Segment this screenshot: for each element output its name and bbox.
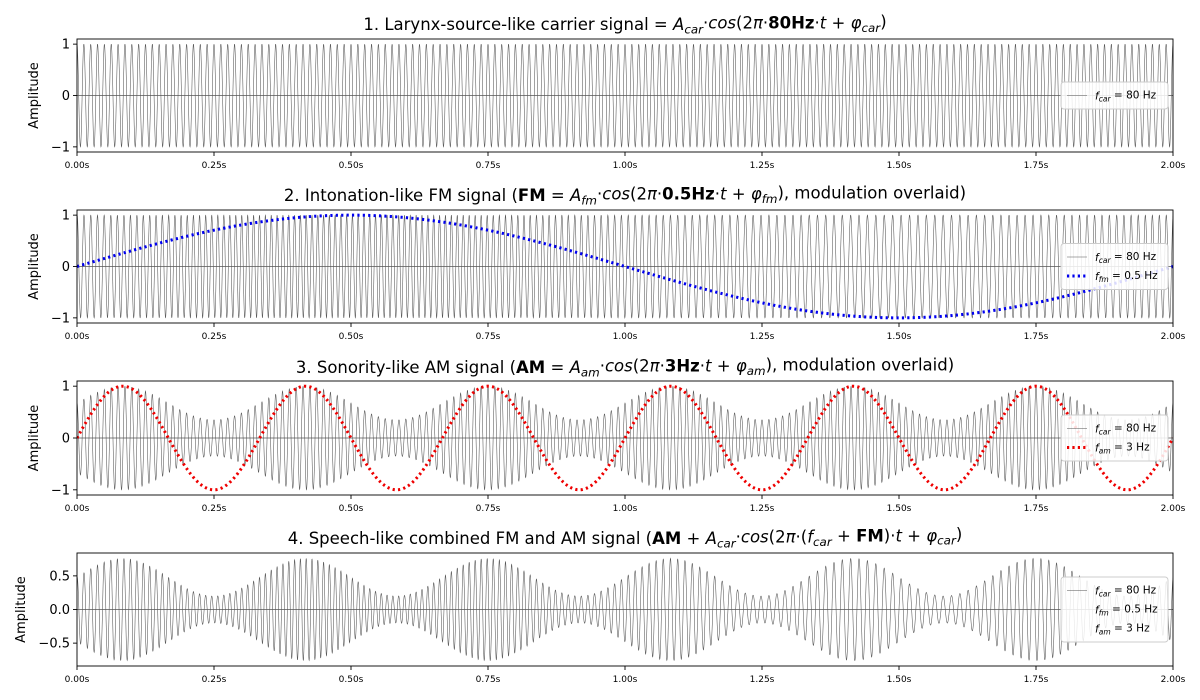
legend-entry-label: fcar = 80 Hz	[1095, 251, 1157, 265]
x-tick-label: 0.00s	[65, 332, 90, 342]
x-tick-label: 0.50s	[339, 161, 364, 171]
x-tick-label: 0.50s	[339, 504, 364, 514]
legend-entry-label: ffm = 0.5 Hz	[1095, 604, 1158, 618]
y-tick-label: 0	[62, 89, 70, 104]
y-tick-label: 1	[62, 380, 70, 395]
legend: fcar = 80 Hz ffm = 0.5 Hz fam = 3 Hz	[1060, 576, 1169, 643]
x-tick-label: 1.50s	[887, 675, 912, 685]
y-tick-label: −1	[51, 140, 70, 155]
signal-waveform-line	[77, 214, 1173, 319]
legend: fcar = 80 Hz ffm = 0.5 Hz	[1060, 243, 1169, 290]
x-tick-label: 1.25s	[750, 675, 775, 685]
x-tick-label: 1.50s	[887, 161, 912, 171]
legend-entry-label: fcar = 80 Hz	[1095, 423, 1157, 437]
legend-entry-label: ffm = 0.5 Hz	[1095, 270, 1158, 284]
x-tick-label: 0.75s	[476, 332, 501, 342]
legend-box	[1060, 81, 1169, 110]
modulation-overlay-line	[77, 384, 1173, 492]
y-axis-label: Amplitude	[14, 576, 29, 643]
x-tick-label: 1.00s	[613, 332, 638, 342]
x-tick-label: 0.50s	[339, 332, 364, 342]
subplot-title: 2. Intonation-like FM signal (FM = Afm·c…	[284, 183, 966, 207]
x-tick-label: 1.25s	[750, 332, 775, 342]
signal-waveform-line	[77, 557, 1173, 662]
y-axis-label: Amplitude	[27, 233, 42, 300]
y-tick-label: −1	[51, 311, 70, 326]
y-tick-label: −1	[51, 483, 70, 498]
y-tick-label: 0.5	[49, 569, 70, 584]
x-tick-label: 1.75s	[1024, 504, 1049, 514]
subplot-title: 1. Larynx-source-like carrier signal = A…	[363, 12, 886, 36]
x-tick-label: 0.00s	[65, 161, 90, 171]
x-tick-label: 0.75s	[476, 504, 501, 514]
subplot-2: 2. Intonation-like FM signal (FM = Afm·c…	[27, 183, 1186, 342]
x-tick-label: 1.75s	[1024, 161, 1049, 171]
subplot-title: 3. Sonority-like AM signal (AM = Aam·cos…	[296, 355, 954, 379]
x-tick-label: 2.00s	[1161, 504, 1186, 514]
x-tick-label: 1.50s	[887, 504, 912, 514]
y-tick-label: 0	[62, 260, 70, 275]
x-tick-label: 2.00s	[1161, 675, 1186, 685]
x-tick-label: 0.50s	[339, 675, 364, 685]
subplot-3: 3. Sonority-like AM signal (AM = Aam·cos…	[27, 355, 1186, 514]
x-tick-label: 1.25s	[750, 161, 775, 171]
x-tick-label: 2.00s	[1161, 161, 1186, 171]
y-axis-label: Amplitude	[27, 405, 42, 472]
signal-waveform-line	[77, 44, 1173, 148]
legend-entry-label: fam = 3 Hz	[1095, 442, 1150, 456]
x-tick-label: 1.00s	[613, 675, 638, 685]
y-tick-label: −0.5	[38, 637, 70, 652]
subplot-1: 1. Larynx-source-like carrier signal = A…	[27, 12, 1186, 171]
legend-entry-label: fam = 3 Hz	[1095, 623, 1150, 637]
signal-waveform-line	[77, 386, 1173, 491]
legend: fcar = 80 Hz fam = 3 Hz	[1060, 414, 1169, 462]
y-tick-label: 1	[62, 38, 70, 53]
x-tick-label: 1.25s	[750, 504, 775, 514]
y-tick-label: 0	[62, 432, 70, 447]
x-tick-label: 0.25s	[202, 332, 227, 342]
legend-entry-label: fcar = 80 Hz	[1095, 90, 1157, 104]
x-tick-label: 2.00s	[1161, 332, 1186, 342]
subplot-title: 4. Speech-like combined FM and AM signal…	[288, 525, 963, 550]
legend-entry-label: fcar = 80 Hz	[1095, 585, 1157, 599]
x-tick-label: 1.50s	[887, 332, 912, 342]
legend-box	[1060, 576, 1169, 643]
x-tick-label: 0.00s	[65, 675, 90, 685]
x-tick-label: 0.75s	[476, 675, 501, 685]
y-tick-label: 1	[62, 209, 70, 224]
x-tick-label: 0.75s	[476, 161, 501, 171]
x-tick-label: 0.25s	[202, 504, 227, 514]
x-tick-label: 1.75s	[1024, 675, 1049, 685]
subplot-4: 4. Speech-like combined FM and AM signal…	[14, 525, 1186, 685]
y-tick-label: 0.0	[49, 603, 70, 618]
legend-box	[1060, 243, 1169, 290]
x-tick-label: 0.25s	[202, 675, 227, 685]
x-tick-label: 1.00s	[613, 161, 638, 171]
x-tick-label: 1.00s	[613, 504, 638, 514]
x-tick-label: 0.25s	[202, 161, 227, 171]
y-axis-label: Amplitude	[27, 62, 42, 129]
x-tick-label: 1.75s	[1024, 332, 1049, 342]
legend-box	[1060, 414, 1169, 462]
legend: fcar = 80 Hz	[1060, 81, 1169, 110]
x-tick-label: 0.00s	[65, 504, 90, 514]
